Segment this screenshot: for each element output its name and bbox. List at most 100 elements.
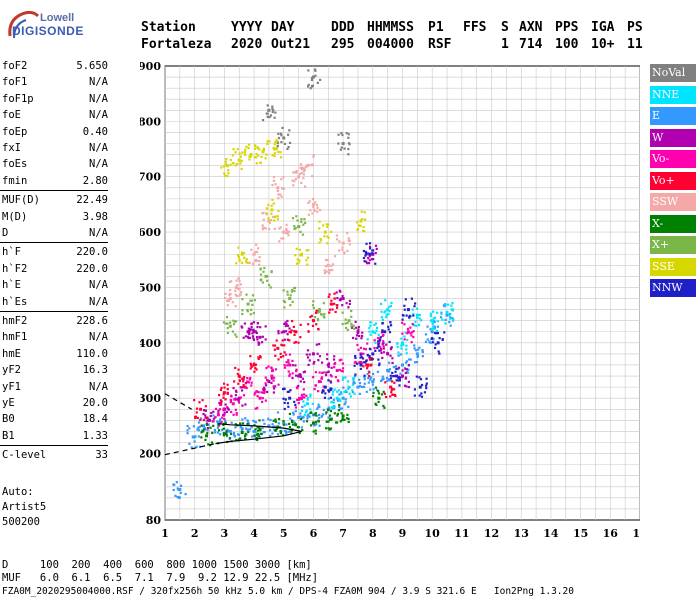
data-point: [245, 293, 248, 296]
data-point: [350, 315, 353, 318]
series-nnw: [282, 242, 446, 411]
data-point: [330, 375, 333, 378]
data-point: [391, 357, 394, 360]
data-point: [377, 336, 380, 340]
data-point: [205, 434, 209, 438]
data-point: [346, 232, 349, 235]
data-point: [380, 310, 383, 313]
data-point: [293, 421, 297, 425]
data-point: [344, 401, 347, 404]
data-point: [329, 387, 332, 390]
data-point: [365, 367, 369, 370]
data-point: [359, 356, 362, 359]
data-point: [248, 158, 251, 161]
data-point: [306, 398, 309, 401]
data-point: [251, 294, 255, 297]
data-point: [264, 325, 267, 328]
data-point: [264, 227, 267, 230]
parameter-value: 18.4: [82, 413, 108, 426]
data-point: [261, 119, 265, 122]
data-point: [234, 408, 237, 411]
data-point: [444, 318, 447, 322]
data-point: [282, 420, 285, 423]
y-tick-label: 600: [140, 226, 161, 239]
legend-item: W: [650, 128, 696, 147]
data-point: [298, 248, 301, 251]
header-label: PS: [627, 20, 643, 35]
data-point: [283, 344, 286, 347]
data-point: [282, 355, 285, 358]
data-point: [333, 255, 337, 258]
data-point: [341, 241, 345, 245]
data-point: [444, 322, 447, 325]
data-point: [280, 195, 283, 198]
parameter-value: 3.98: [82, 210, 108, 223]
data-point: [273, 152, 276, 155]
data-point: [436, 320, 439, 323]
data-point: [344, 322, 347, 325]
data-point: [230, 432, 233, 436]
data-point: [429, 312, 432, 315]
data-point: [275, 339, 278, 342]
data-point: [318, 208, 322, 212]
data-point: [371, 252, 374, 255]
series-ssw: [224, 154, 351, 308]
data-point: [254, 144, 257, 148]
y-tick-label: 300: [140, 392, 161, 405]
data-point: [306, 402, 309, 406]
data-point: [312, 376, 315, 379]
data-point: [291, 288, 294, 292]
data-point: [298, 259, 301, 262]
data-point: [271, 105, 274, 108]
parameter-name: foE: [2, 109, 21, 122]
data-point: [222, 432, 226, 436]
data-point: [356, 221, 359, 224]
data-point: [200, 431, 203, 434]
data-point: [376, 370, 380, 373]
data-point: [234, 423, 237, 426]
data-point: [196, 416, 199, 420]
parameter-value: N/A: [89, 331, 108, 344]
data-point: [288, 374, 291, 378]
y-tick-label: 80: [146, 514, 162, 527]
data-point: [368, 247, 372, 250]
data-point: [236, 162, 239, 165]
data-point: [286, 324, 290, 327]
data-point: [240, 389, 244, 392]
x-tick-label: 7: [339, 527, 347, 538]
data-point: [438, 337, 441, 340]
data-point: [299, 163, 303, 166]
legend-item: NNW: [650, 279, 696, 297]
data-point: [368, 242, 372, 245]
parameter-name: h`F: [2, 246, 21, 259]
data-point: [335, 421, 339, 424]
data-point: [403, 304, 406, 307]
data-point: [397, 366, 401, 369]
data-point: [432, 317, 436, 320]
data-point: [241, 418, 244, 421]
data-point: [277, 197, 280, 200]
data-point: [388, 305, 391, 308]
data-point: [287, 133, 290, 136]
data-point: [328, 308, 332, 311]
data-point: [384, 299, 387, 302]
data-point: [225, 164, 229, 168]
data-point: [331, 308, 334, 311]
data-point: [208, 418, 212, 422]
data-point: [322, 385, 325, 388]
data-point: [255, 162, 258, 165]
legend-item: SSE: [650, 257, 696, 276]
data-point: [273, 215, 277, 219]
data-point: [242, 385, 245, 388]
data-point: [255, 436, 258, 439]
data-point: [235, 398, 238, 401]
data-point: [354, 373, 357, 376]
data-point: [311, 402, 314, 406]
data-point: [388, 370, 391, 373]
data-point: [416, 314, 419, 317]
data-point: [343, 418, 346, 421]
data-point: [386, 379, 389, 382]
data-point: [271, 369, 274, 373]
data-point: [438, 352, 441, 355]
data-point: [425, 377, 428, 380]
